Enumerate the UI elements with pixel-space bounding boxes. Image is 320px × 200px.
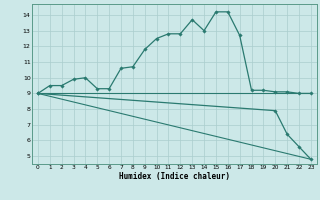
X-axis label: Humidex (Indice chaleur): Humidex (Indice chaleur) bbox=[119, 172, 230, 181]
